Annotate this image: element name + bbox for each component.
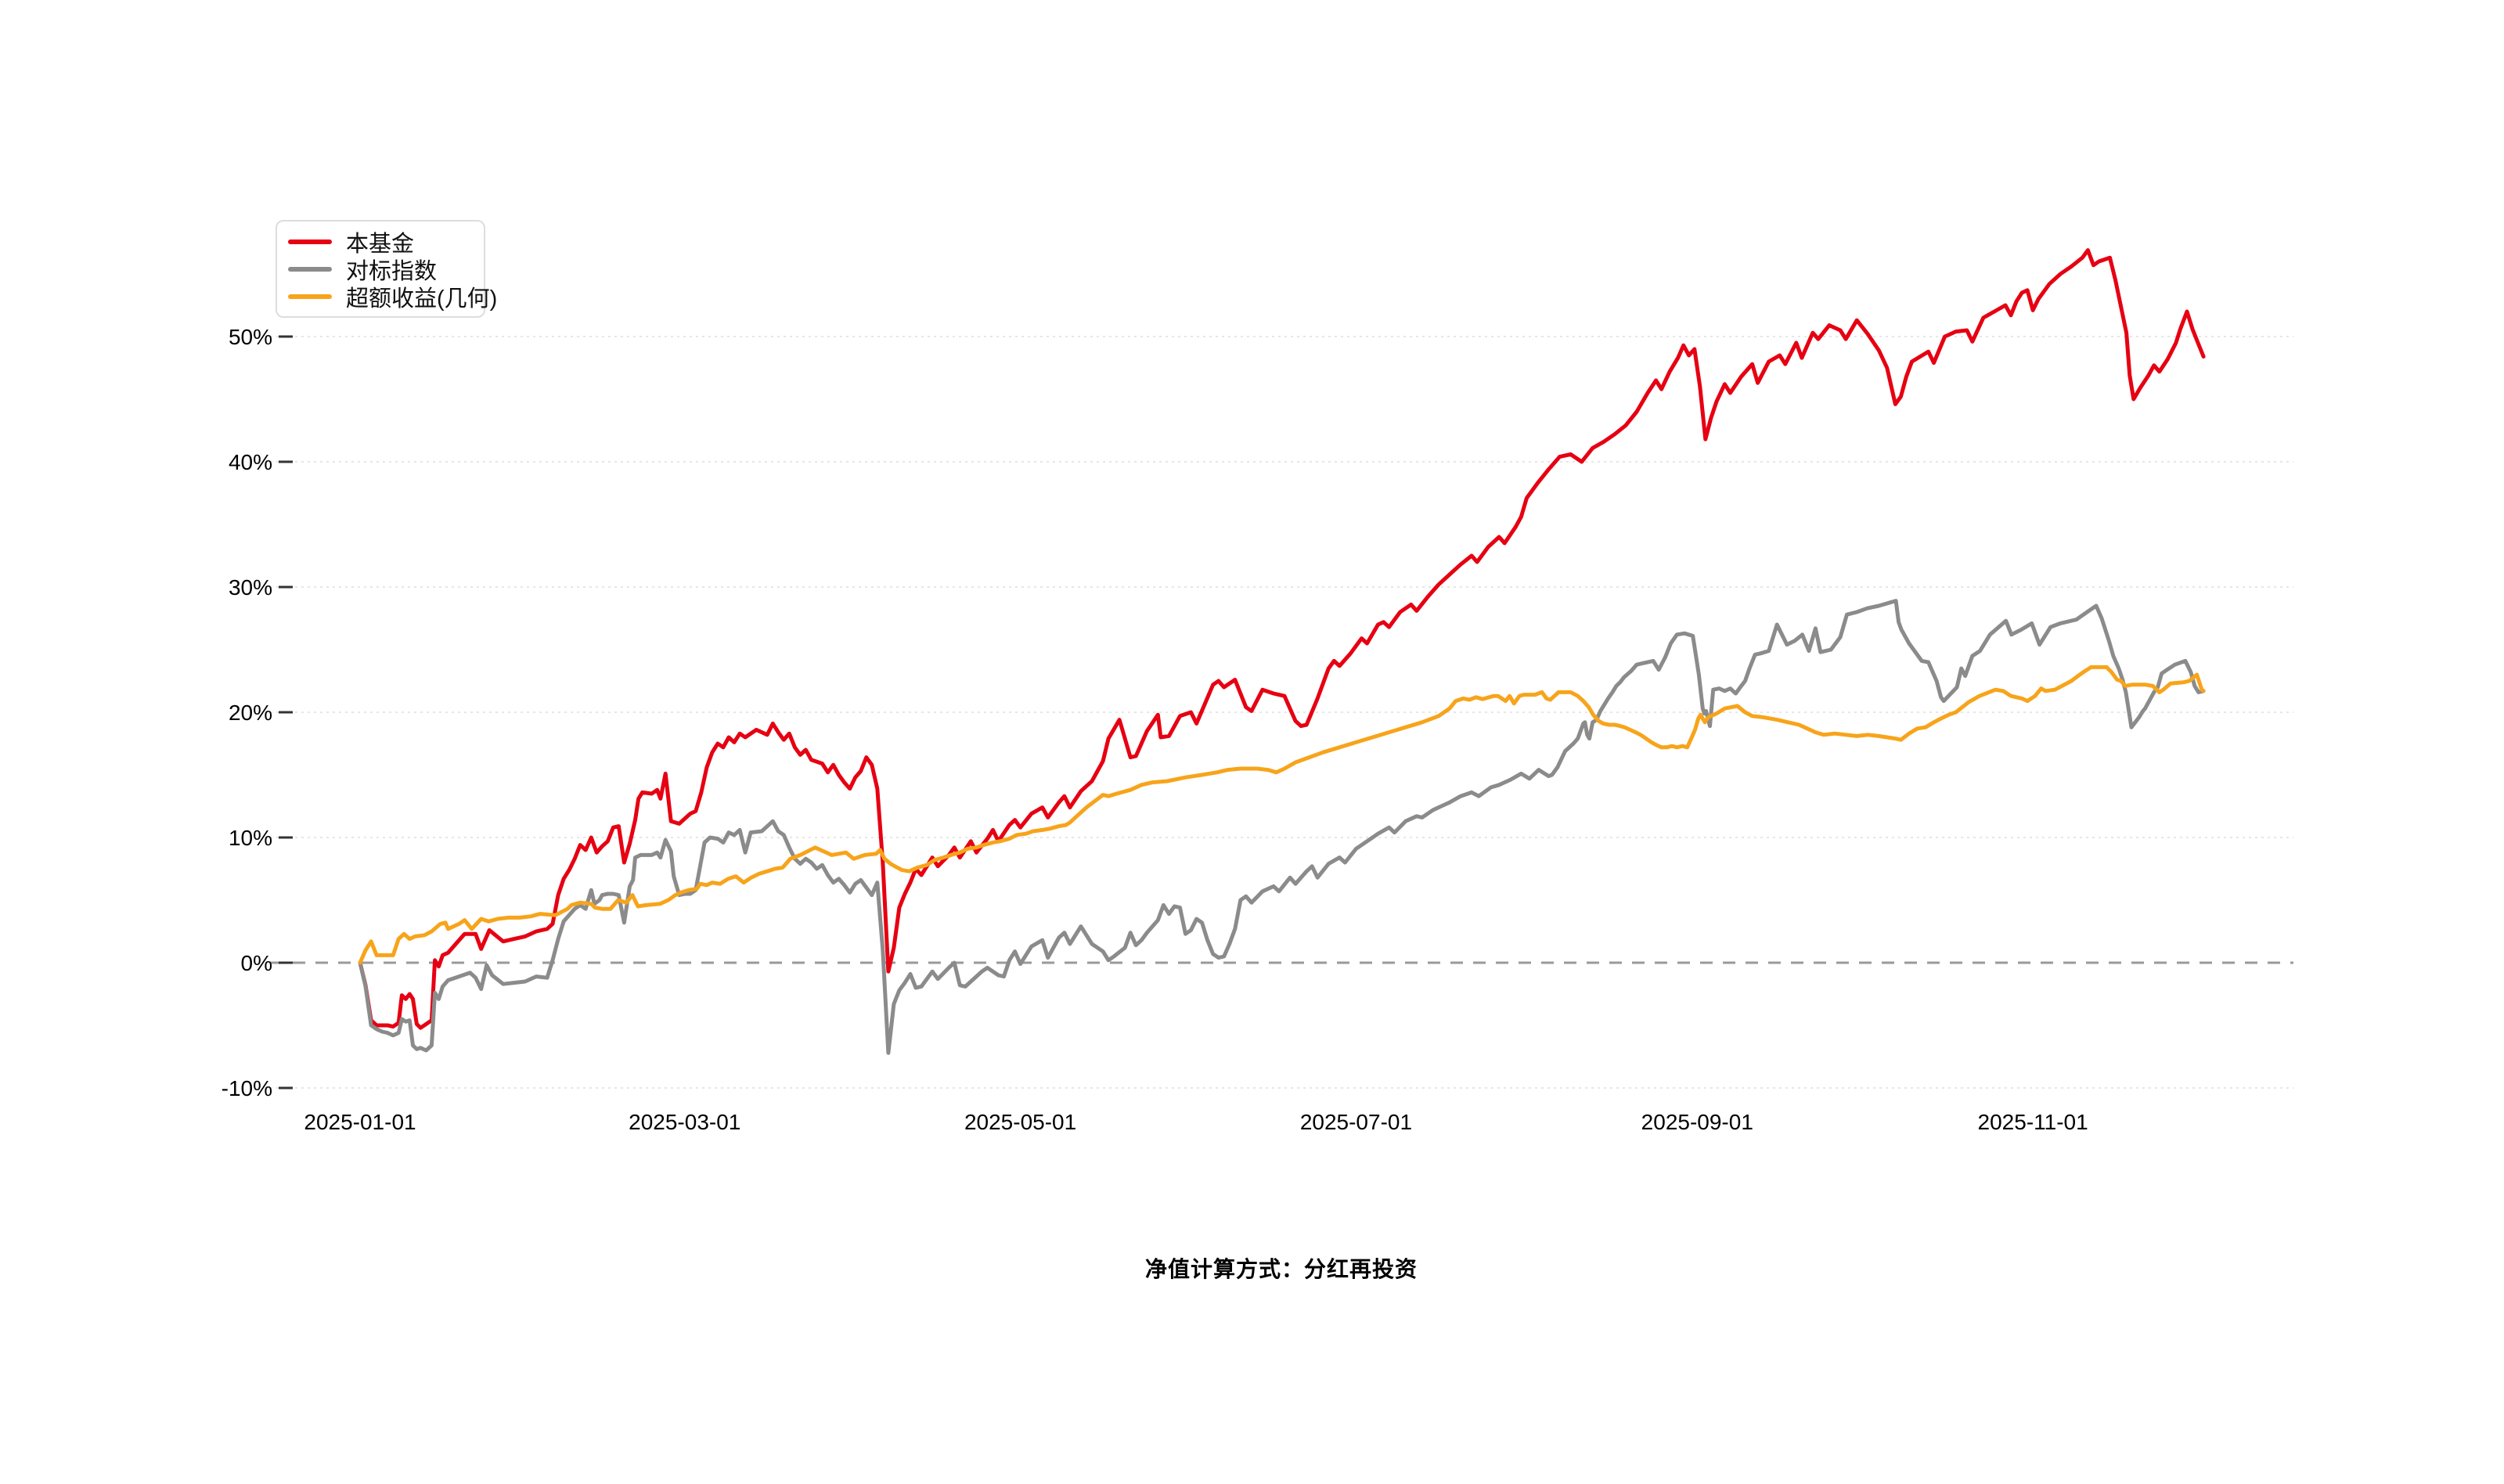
x-axis-label: 2025-11-01 (1978, 1110, 2088, 1134)
y-axis-label: 40% (229, 450, 272, 474)
legend-line-swatch (288, 294, 332, 299)
legend-line-swatch (288, 266, 332, 272)
x-axis-label: 2025-09-01 (1641, 1110, 1753, 1134)
legend-line-swatch (288, 239, 332, 244)
y-axis-label: -10% (222, 1076, 272, 1100)
legend-label: 对标指数 (346, 258, 438, 284)
x-axis-label: 2025-03-01 (629, 1110, 740, 1134)
y-axis-label: 20% (229, 701, 272, 725)
x-axis-label: 2025-07-01 (1300, 1110, 1412, 1134)
series-line-3 (358, 665, 2206, 965)
y-axis-label: 30% (229, 575, 272, 600)
legend: 本基金 对标指数 超额收益(几何) (276, 220, 497, 318)
y-axis-label: 50% (229, 325, 272, 349)
y-axis-label: 0% (241, 951, 272, 975)
y-axis-label: 10% (229, 826, 272, 850)
x-axis-label: 2025-05-01 (964, 1110, 1076, 1134)
legend-item-3[interactable]: 超额收益(几何) (288, 283, 497, 312)
legend-item-1[interactable]: 本基金 (288, 228, 473, 257)
series-line-1 (358, 248, 2206, 1030)
legend-item-2[interactable]: 对标指数 (288, 255, 473, 284)
legend-label: 超额收益(几何) (346, 286, 498, 312)
series-line-2 (358, 599, 2206, 1055)
legend-label: 本基金 (346, 231, 415, 257)
x-axis-label: 2025-01-01 (304, 1110, 416, 1134)
chart-footnote: 净值计算方式：分红再投资 (1144, 1257, 1418, 1281)
